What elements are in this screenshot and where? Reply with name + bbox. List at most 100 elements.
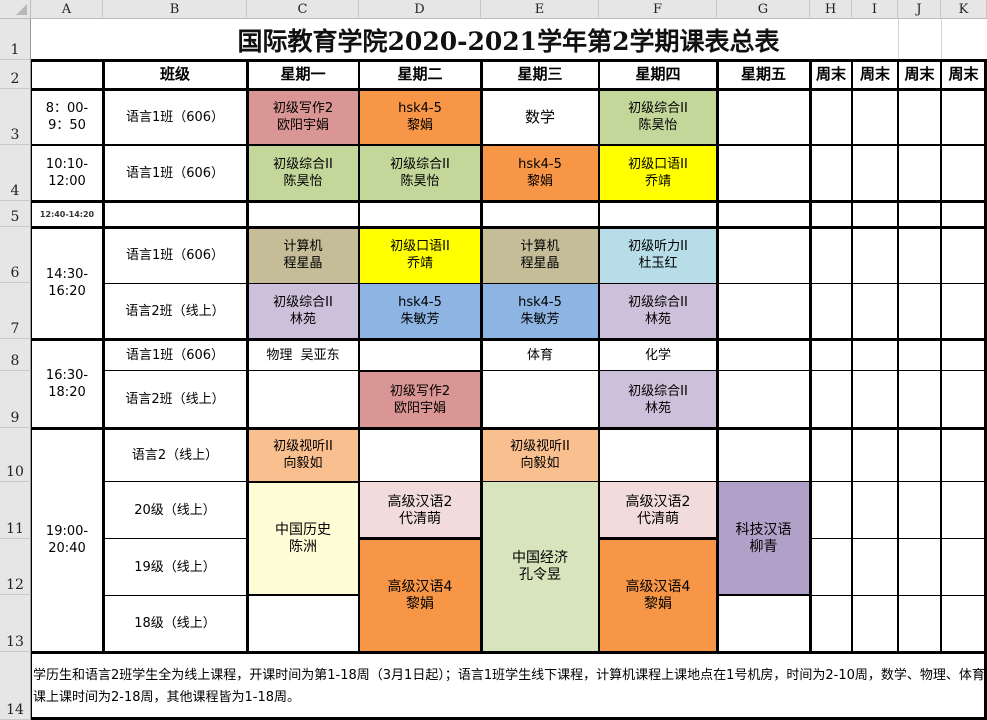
header-weekend-3[interactable]: 周末 [904,65,935,83]
header-weekend-1[interactable]: 周末 [815,65,846,83]
course-cell[interactable]: hsk4-5 黎娟 [481,145,599,201]
class-cell[interactable]: 语言2班（线上） [125,303,225,319]
column-header-g[interactable]: G [717,0,810,19]
class-cell[interactable]: 20级（线上） [134,503,216,518]
course-cell[interactable]: 初级视听II 向毅如 [247,428,359,482]
border-line [897,60,899,652]
border-line [717,594,810,596]
class-cell[interactable]: 语言1班（606） [125,165,225,181]
row-header-9[interactable]: 9 [0,371,31,428]
row-header-4[interactable]: 4 [0,145,31,201]
class-cell[interactable]: 语言2（线上） [131,447,219,463]
row-header-5[interactable]: 5 [0,201,31,227]
course-cell[interactable]: 化学 [599,339,717,371]
border-line [359,537,481,540]
course-cell[interactable]: 中国经济 孔令昱 [481,482,599,652]
course-cell[interactable]: 物理 吴亚东 [247,339,359,371]
gridline [941,19,942,60]
header-wednesday[interactable]: 星期三 [517,65,563,83]
header-tuesday[interactable]: 星期二 [397,65,443,83]
header-monday[interactable]: 星期一 [280,65,326,83]
class-cell[interactable]: 19级（线上） [134,559,216,575]
course-cell[interactable]: 初级综合II 陈昊怡 [599,89,717,145]
course-cell[interactable]: 高级汉语2 代清萌 [359,482,481,539]
teacher-name: 黎娟 [406,595,434,612]
course-cell[interactable]: 初级视听II 向毅如 [481,428,599,482]
class-cell[interactable]: 语言1班（606） [125,247,225,263]
row-header-1[interactable]: 1 [0,19,31,60]
row-header-14[interactable]: 14 [0,652,31,720]
column-header-k[interactable]: K [941,0,987,19]
course-cell[interactable]: 初级口语II 乔靖 [359,227,481,283]
row-header-6[interactable]: 6 [0,227,31,283]
row-header-10[interactable]: 10 [0,428,31,482]
column-header-h[interactable]: H [810,0,852,19]
time-slot-lunch[interactable]: 12:40-14:20 [39,209,95,219]
border-line [103,370,987,371]
course-cell[interactable]: 初级综合II 陈昊怡 [359,145,481,201]
time-slot-2[interactable]: 10:10- 12:00 [45,157,89,189]
border-line [809,60,812,652]
header-weekend-2[interactable]: 周末 [859,65,890,83]
course-cell[interactable]: 计算机 程星晶 [247,227,359,283]
column-header-e[interactable]: E [481,0,599,19]
time-slot-5[interactable]: 19:00- 20:40 [45,524,89,556]
course-cell[interactable]: 中国历史 陈洲 [247,482,359,595]
course-cell[interactable]: 初级听力II 杜玉红 [599,227,717,283]
gridline [898,19,899,60]
schedule-title[interactable]: 国际教育学院2020-2021学年第2学期课表总表 [237,26,780,56]
course-cell[interactable]: 初级口语II 乔靖 [599,145,717,201]
border-line [31,88,987,91]
course-cell[interactable]: 计算机 程星晶 [481,227,599,283]
header-thursday[interactable]: 星期四 [635,65,681,83]
row-header-2[interactable]: 2 [0,60,31,89]
course-cell[interactable]: hsk4-5 朱敏芳 [481,283,599,339]
class-cell[interactable]: 语言1班（606） [125,347,225,363]
column-header-j[interactable]: J [898,0,941,19]
teacher-name: 黎娟 [644,595,672,612]
row-header-7[interactable]: 7 [0,283,31,339]
column-header-i[interactable]: I [852,0,898,19]
row-header-11[interactable]: 11 [0,482,31,539]
course-name: 初级综合II [390,157,450,172]
column-header-c[interactable]: C [247,0,359,19]
header-class[interactable]: 班级 [159,65,190,83]
row-header-13[interactable]: 13 [0,595,31,652]
course-cell[interactable]: 初级写作2 欧阳宇娟 [359,371,481,428]
column-header-d[interactable]: D [359,0,481,19]
course-cell[interactable]: 科技汉语 柳青 [717,482,810,595]
course-cell[interactable]: 初级写作2 欧阳宇娟 [247,89,359,145]
time-slot-1[interactable]: 8：00- 9：50 [45,101,89,133]
border-line [247,481,359,483]
course-cell[interactable]: hsk4-5 黎娟 [359,89,481,145]
select-all-corner[interactable] [0,0,31,19]
time-slot-3[interactable]: 14:30- 16:20 [45,267,89,299]
course-cell[interactable]: hsk4-5 朱敏芳 [359,283,481,339]
course-cell[interactable]: 高级汉语4 黎娟 [599,539,717,652]
row-header-3[interactable]: 3 [0,89,31,145]
course-cell[interactable]: 高级汉语2 代清萌 [599,482,717,539]
course-cell[interactable]: 初级综合II 林苑 [247,283,359,339]
column-header-a[interactable]: A [31,0,103,19]
course-cell[interactable]: 高级汉语4 黎娟 [359,539,481,652]
course-cell[interactable]: 初级综合II 林苑 [599,371,717,428]
border-line [103,538,247,539]
course-cell[interactable]: 体育 [481,339,599,371]
schedule-note[interactable]: 学历生和语言2班学生全为线上课程，开课时间为第1-18周（3月1日起）；语言1班… [33,668,985,705]
class-cell[interactable]: 语言1班（606） [125,109,225,125]
class-cell[interactable]: 18级（线上） [134,616,216,631]
course-cell[interactable]: 初级综合II 林苑 [599,283,717,339]
header-friday[interactable]: 星期五 [740,65,786,83]
teacher-name: 林苑 [644,312,671,327]
course-cell[interactable]: 初级综合II 陈昊怡 [247,145,359,201]
row-header-8[interactable]: 8 [0,339,31,371]
column-header-b[interactable]: B [103,0,247,19]
column-header-f[interactable]: F [599,0,717,19]
time-slot-4[interactable]: 16:30- 18:20 [45,367,89,400]
course-name: 初级写作2 [389,383,451,399]
class-cell[interactable]: 语言2班（线上） [125,392,225,407]
row-header-12[interactable]: 12 [0,539,31,595]
header-weekend-4[interactable]: 周末 [948,65,979,83]
course-cell[interactable]: 数学 [481,89,599,145]
course-name: 中国经济 [512,550,568,566]
